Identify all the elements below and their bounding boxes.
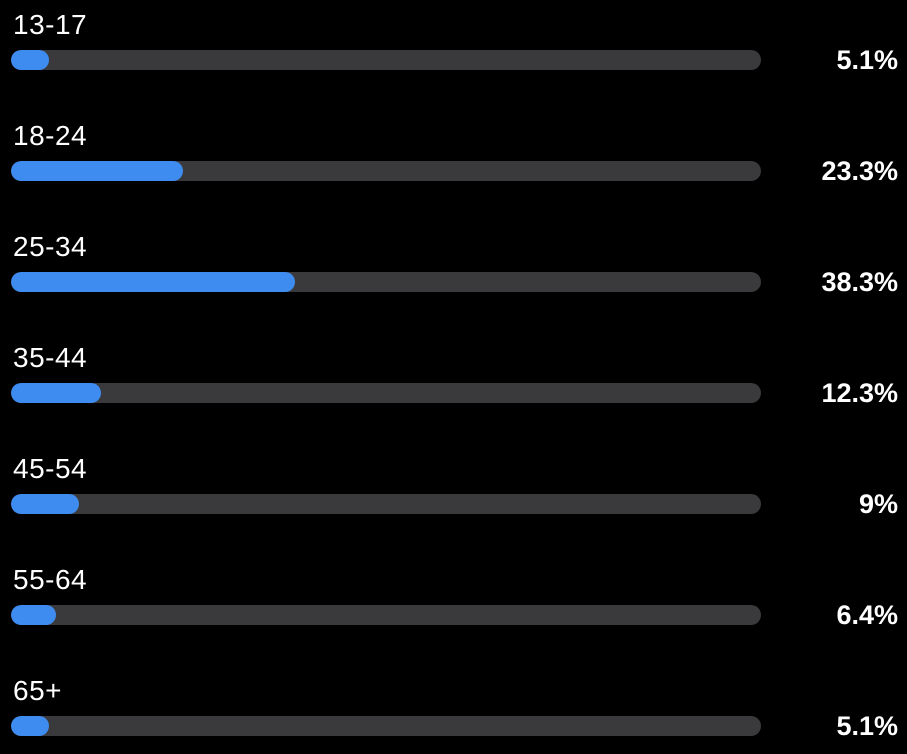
age-group-label: 35-44: [13, 342, 88, 373]
age-group-percentage: 9%: [858, 489, 898, 519]
progress-fill: [11, 383, 101, 403]
progress-fill: [11, 716, 50, 736]
age-group-percentage: 38.3%: [821, 267, 898, 297]
age-group-label: 65+: [13, 675, 62, 706]
progress-track: [11, 383, 761, 403]
age-group-percentage: 5.1%: [836, 45, 898, 75]
age-group-percentage: 23.3%: [821, 156, 898, 186]
age-group-label: 18-24: [13, 120, 88, 151]
age-group-row: 18-24 23.3%: [0, 119, 907, 199]
age-group-label: 55-64: [13, 564, 88, 595]
age-group-label: 25-34: [13, 231, 88, 262]
age-group-row: 65+ 5.1%: [0, 674, 907, 754]
progress-track: [11, 50, 761, 70]
age-group-row: 45-54 9%: [0, 452, 907, 532]
age-group-row: 25-34 38.3%: [0, 230, 907, 310]
progress-track: [11, 494, 761, 514]
age-group-label: 13-17: [13, 9, 88, 40]
age-group-percentage: 5.1%: [836, 711, 898, 741]
progress-track: [11, 161, 761, 181]
progress-fill: [11, 50, 50, 70]
age-group-percentage: 12.3%: [821, 378, 898, 408]
age-group-percentage: 6.4%: [836, 600, 898, 630]
progress-fill: [11, 605, 56, 625]
age-group-row: 35-44 12.3%: [0, 341, 907, 421]
age-group-label: 45-54: [13, 453, 88, 484]
progress-track: [11, 716, 761, 736]
progress-fill: [11, 494, 79, 514]
progress-track: [11, 272, 761, 292]
progress-fill: [11, 272, 296, 292]
age-group-row: 13-17 5.1%: [0, 8, 907, 88]
age-group-row: 55-64 6.4%: [0, 563, 907, 643]
progress-fill: [11, 161, 183, 181]
progress-track: [11, 605, 761, 625]
